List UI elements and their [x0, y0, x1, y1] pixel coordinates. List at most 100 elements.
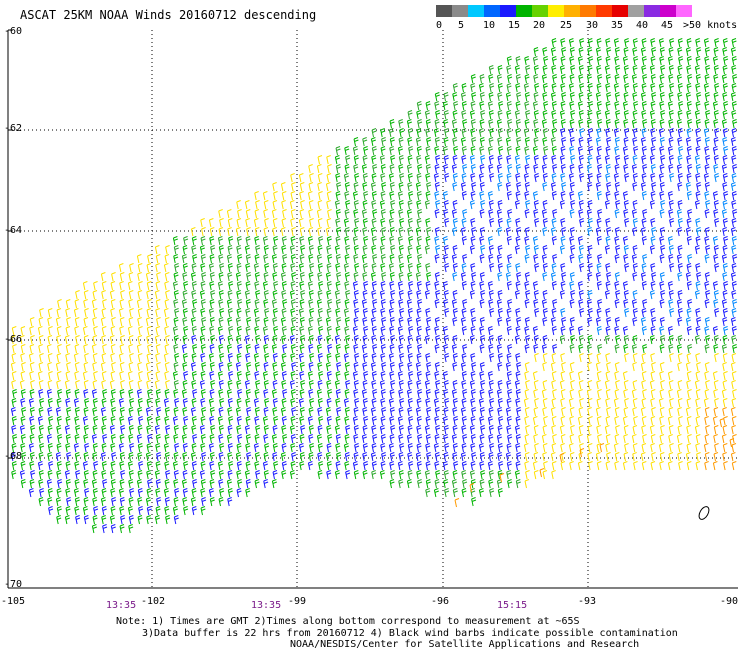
wind-barb — [524, 281, 530, 291]
wind-barb — [559, 200, 565, 210]
wind-barb — [452, 83, 458, 93]
wind-barb — [443, 470, 449, 480]
wind-barb — [407, 470, 413, 480]
wind-barb — [452, 290, 458, 300]
wind-barb — [695, 308, 701, 318]
wind-barb — [551, 461, 557, 471]
wind-barb — [434, 146, 440, 156]
wind-barb — [515, 191, 521, 201]
wind-barb — [362, 353, 368, 363]
wind-barb — [569, 416, 574, 426]
wind-barb — [416, 281, 422, 291]
wind-barb — [551, 308, 557, 318]
wind-barb — [605, 146, 611, 156]
wind-barb — [28, 398, 34, 408]
wind-barb — [20, 353, 25, 363]
wind-barb — [218, 380, 224, 390]
wind-barb — [712, 236, 718, 246]
wind-barb — [470, 281, 476, 291]
wind-barb — [731, 236, 737, 246]
wind-barb — [470, 128, 476, 138]
wind-barb — [335, 299, 341, 309]
wind-barb — [254, 254, 260, 264]
wind-barb — [371, 416, 377, 426]
wind-barb — [82, 416, 88, 426]
wind-barb — [66, 407, 72, 417]
wind-barb — [605, 74, 611, 84]
wind-barb — [273, 191, 278, 201]
wind-barb — [614, 272, 620, 282]
wind-barb — [300, 200, 305, 210]
wind-barb — [480, 110, 486, 120]
wind-barb — [659, 416, 664, 426]
wind-barb — [210, 335, 216, 345]
wind-barb — [317, 443, 323, 453]
wind-barb — [199, 425, 205, 435]
wind-barb — [173, 245, 179, 255]
wind-barb — [318, 416, 324, 426]
wind-barb — [38, 317, 44, 327]
wind-barb — [120, 380, 125, 390]
wind-barb — [667, 236, 673, 246]
wind-barb — [253, 353, 259, 363]
wind-barb — [363, 191, 369, 201]
wind-barb — [336, 452, 342, 462]
wind-barb — [479, 119, 485, 129]
wind-barb — [570, 155, 576, 165]
wind-barb — [488, 389, 494, 399]
wind-barb — [101, 443, 107, 453]
wind-barb — [614, 452, 620, 462]
wind-barb — [136, 299, 142, 309]
wind-barb — [497, 128, 503, 138]
wind-barb — [127, 326, 133, 336]
wind-barb — [390, 335, 396, 345]
wind-barb — [128, 299, 133, 309]
wind-barb — [190, 407, 196, 417]
wind-barb — [389, 254, 395, 264]
wind-barb — [381, 362, 387, 372]
wind-barb — [370, 137, 376, 147]
wind-barb — [452, 227, 458, 237]
wind-barb — [623, 254, 629, 264]
wind-barb — [425, 236, 431, 246]
wind-barb — [704, 182, 710, 192]
wind-barb — [731, 191, 737, 201]
wind-barb — [407, 407, 413, 417]
wind-barb — [109, 470, 115, 480]
wind-barb — [371, 290, 377, 300]
wind-barb — [217, 236, 223, 246]
wind-barb — [668, 209, 674, 219]
wind-barb — [253, 443, 259, 453]
wind-barb — [470, 416, 476, 426]
wind-barb — [722, 398, 728, 408]
wind-barb — [570, 380, 575, 390]
wind-barb — [39, 308, 44, 318]
wind-barb — [191, 470, 197, 480]
wind-barb — [236, 416, 242, 426]
wind-barb — [254, 434, 260, 444]
wind-barb — [470, 164, 476, 174]
wind-barb — [479, 452, 485, 462]
wind-barb — [83, 515, 89, 525]
wind-barb — [362, 470, 368, 480]
wind-barb — [497, 83, 503, 93]
wind-barb — [181, 344, 187, 354]
wind-barb — [407, 263, 413, 273]
wind-barb — [551, 191, 557, 201]
wind-barb — [254, 227, 260, 237]
wind-barb — [165, 245, 170, 255]
wind-barb — [155, 254, 161, 264]
wind-barb — [641, 155, 647, 165]
wind-barb — [272, 335, 278, 345]
wind-barb — [605, 308, 611, 318]
wind-barb — [722, 380, 728, 390]
wind-barb — [650, 218, 656, 228]
wind-barb — [551, 398, 557, 408]
wind-barb — [506, 101, 512, 111]
wind-barb — [38, 479, 44, 489]
wind-barb — [65, 506, 71, 516]
wind-barb — [245, 443, 251, 453]
wind-barb — [525, 380, 530, 390]
wind-barb — [694, 200, 700, 210]
wind-barb — [434, 479, 440, 489]
